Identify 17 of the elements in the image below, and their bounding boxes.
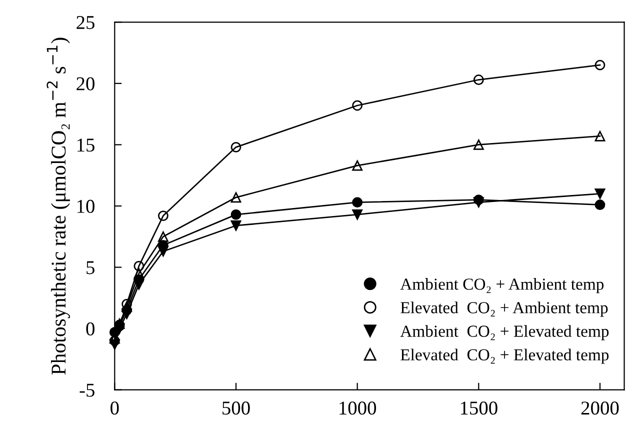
x-tick-label: 500	[222, 402, 250, 415]
legend-label: Ambient CO₂ + Ambient temp	[400, 278, 604, 294]
y-tick-label: 25	[76, 16, 94, 30]
legend-label: Elevated CO₂ + Elevated temp	[400, 348, 609, 364]
y-tick-label: 5	[86, 261, 94, 274]
y-tick-label: 15	[77, 138, 94, 152]
x-tick-label: 0	[110, 402, 119, 415]
x-tick-label: 1500	[460, 402, 498, 415]
legend-label: Ambient CO₂ + Elevated temp	[400, 325, 609, 340]
y-tick-label: 20	[76, 77, 94, 90]
y-axis-title: Photosynthetic rate (μmolCO₂ m$^{−2}$ s$^{−1}$)	[46, 38, 70, 375]
y-tick-label: 0	[86, 322, 94, 336]
x-tick-label: 2000	[581, 402, 619, 415]
y-tick-label: 10	[77, 200, 94, 213]
y-tick-label: -5	[80, 384, 94, 397]
legend-label: Elevated CO₂ + Ambient temp	[400, 302, 608, 317]
x-tick-label: 1000	[340, 402, 376, 415]
